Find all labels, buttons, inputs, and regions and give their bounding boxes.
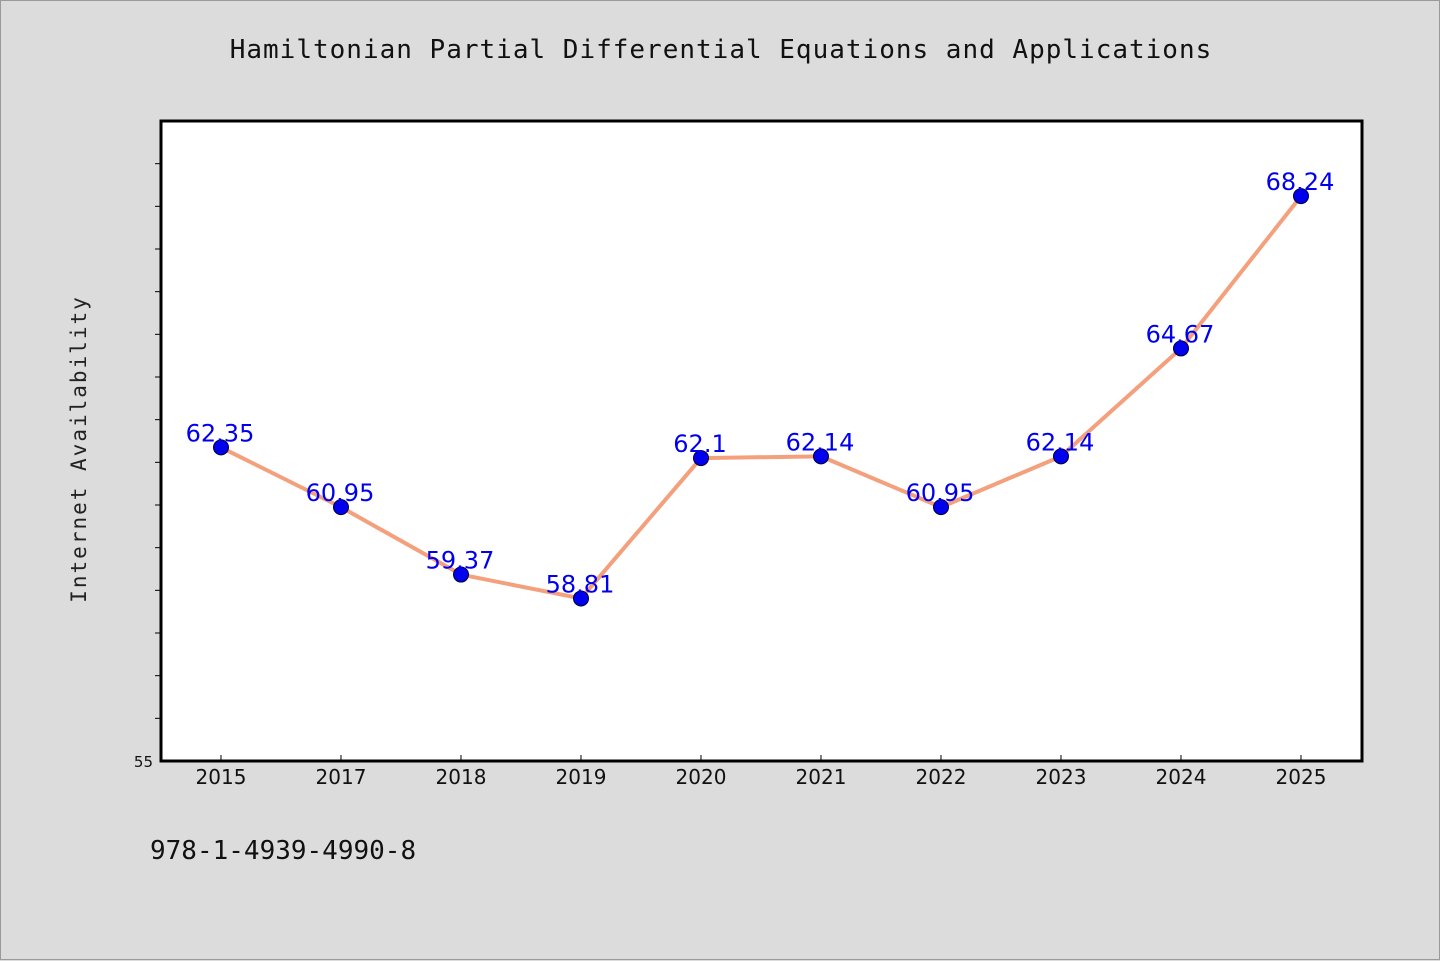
data-point — [1293, 188, 1309, 205]
data-label: 60.95 — [906, 479, 975, 507]
x-tick-label: 2020 — [676, 765, 727, 789]
data-label: 64.67 — [1146, 320, 1215, 348]
data-point — [813, 448, 829, 465]
data-label: 62.35 — [186, 419, 255, 447]
data-point — [693, 450, 709, 467]
data-label: 62.14 — [786, 428, 855, 456]
plot-area — [159, 119, 1364, 763]
isbn-text: 978-1-4939-4990-8 — [150, 836, 417, 866]
data-point — [333, 499, 349, 516]
data-point — [453, 566, 469, 583]
data-label: 68.24 — [1266, 168, 1335, 196]
x-tick-label: 2021 — [796, 765, 847, 789]
data-point — [213, 439, 229, 456]
data-label: 62.1 — [673, 430, 726, 458]
x-tick-label: 2024 — [1156, 765, 1207, 789]
data-point — [1173, 340, 1189, 357]
chart-title: Hamiltonian Partial Differential Equatio… — [229, 35, 1213, 65]
data-point — [573, 590, 589, 607]
data-label: 60.95 — [306, 479, 375, 507]
x-tick-label: 2023 — [1036, 765, 1087, 789]
data-point — [933, 499, 949, 516]
x-tick-label: 2019 — [556, 765, 607, 789]
y-tick-label: 55 — [134, 753, 153, 771]
x-tick-label: 2018 — [436, 765, 487, 789]
data-point — [1053, 448, 1069, 465]
x-tick-label: 2017 — [316, 765, 367, 789]
x-tick-label: 2022 — [916, 765, 967, 789]
data-label: 62.14 — [1026, 428, 1095, 456]
data-label: 59.37 — [426, 547, 495, 575]
series-line — [219, 194, 1303, 601]
x-tick-label: 2015 — [196, 765, 247, 789]
x-tick-label: 2025 — [1276, 765, 1327, 789]
data-label: 58.81 — [546, 570, 615, 598]
